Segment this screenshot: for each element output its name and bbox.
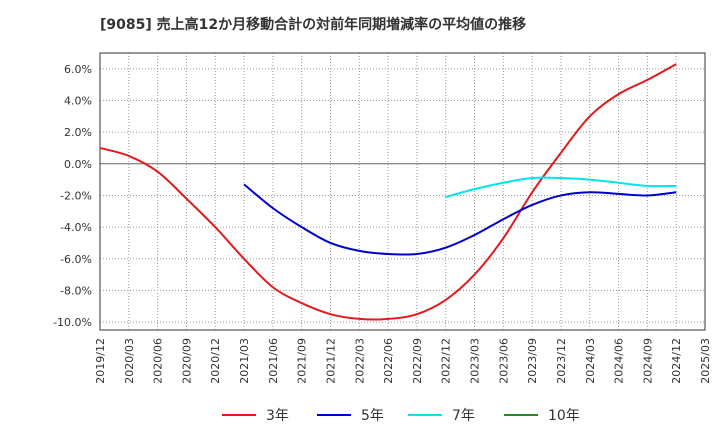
y-tick-label: -10.0% xyxy=(53,316,92,329)
x-tick-label: 2021/09 xyxy=(296,338,309,384)
plot-area xyxy=(100,53,705,330)
y-tick-label: 6.0% xyxy=(64,63,92,76)
x-tick-label: 2022/12 xyxy=(440,338,453,384)
x-tick-label: 2024/03 xyxy=(584,338,597,384)
x-tick-label: 2022/03 xyxy=(353,338,366,384)
y-tick-label: 2.0% xyxy=(64,126,92,139)
x-tick-label: 2019/12 xyxy=(94,338,107,384)
y-tick-label: -4.0% xyxy=(60,221,92,234)
x-tick-label: 2023/03 xyxy=(469,338,482,384)
series-line-2 xyxy=(243,183,677,256)
y-tick-label: 4.0% xyxy=(64,94,92,107)
x-tick-label: 2021/06 xyxy=(267,338,280,384)
x-tick-label: 2021/03 xyxy=(238,338,251,384)
x-tick-label: 2023/06 xyxy=(497,338,510,384)
plot-border xyxy=(99,52,706,331)
x-tick-label: 2020/03 xyxy=(123,338,136,384)
legend-item: 7年 xyxy=(408,402,475,428)
legend-item: 10年 xyxy=(504,402,580,428)
x-tick-label: 2020/06 xyxy=(152,338,165,384)
series-line-1 xyxy=(99,63,677,321)
x-tick-label: 2021/12 xyxy=(324,338,337,384)
y-tick-label: 0.0% xyxy=(64,158,92,171)
legend-item: 3年 xyxy=(222,402,289,428)
y-tick-label: -6.0% xyxy=(60,253,92,266)
legend-swatch xyxy=(222,414,256,416)
chart-legend: 3年 5年 7年 10年 xyxy=(0,402,720,428)
x-tick-label: 2024/06 xyxy=(613,338,626,384)
legend-swatch xyxy=(504,414,538,416)
x-tick-label: 2022/09 xyxy=(411,338,424,384)
legend-label: 10年 xyxy=(548,408,580,424)
y-tick-label: -8.0% xyxy=(60,284,92,297)
x-tick-label: 2023/09 xyxy=(526,338,539,384)
series-line-3 xyxy=(445,176,677,199)
legend-label: 5年 xyxy=(361,408,384,424)
x-tick-label: 2020/12 xyxy=(209,338,222,384)
chart-title: [9085] 売上高12か月移動合計の対前年同期増減率の平均値の推移 xyxy=(100,17,527,33)
legend-label: 7年 xyxy=(452,408,475,424)
x-tick-label: 2023/12 xyxy=(555,338,568,384)
legend-label: 3年 xyxy=(266,408,289,424)
x-tick-label: 2022/06 xyxy=(382,338,395,384)
legend-item: 5年 xyxy=(317,402,384,428)
x-tick-label: 2020/09 xyxy=(180,338,193,384)
x-tick-label: 2025/03 xyxy=(699,338,712,384)
y-tick-label: -2.0% xyxy=(60,189,92,202)
legend-swatch xyxy=(408,414,442,416)
x-tick-label: 2024/09 xyxy=(641,338,654,384)
x-tick-label: 2024/12 xyxy=(670,338,683,384)
legend-swatch xyxy=(317,414,351,416)
